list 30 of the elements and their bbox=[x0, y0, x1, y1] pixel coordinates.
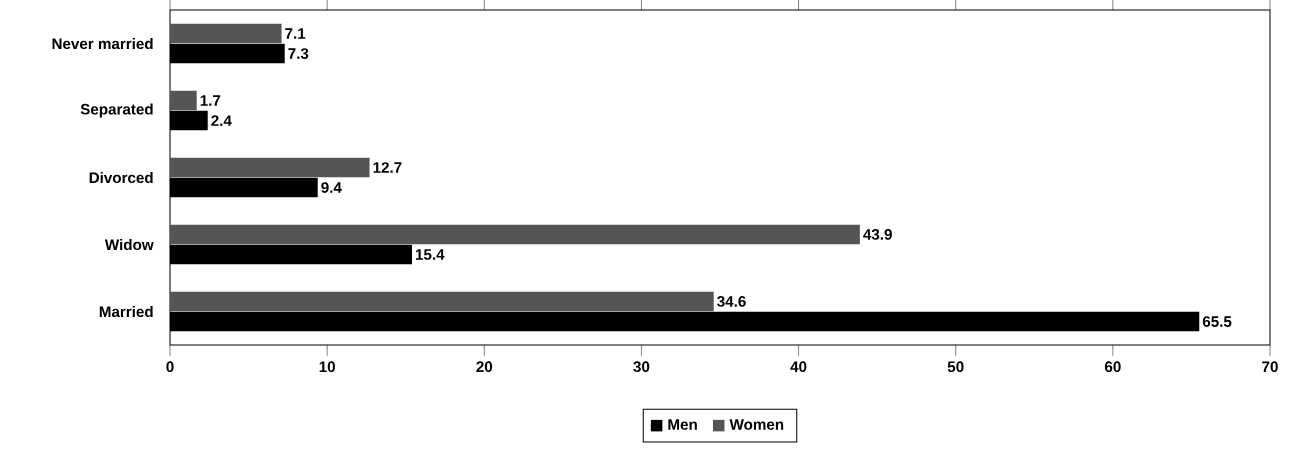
x-tick-label: 60 bbox=[1104, 361, 1121, 373]
data-label: 15.4 bbox=[415, 249, 445, 260]
y-tick-label: Separated bbox=[80, 103, 153, 118]
x-tick-label: 20 bbox=[476, 361, 493, 373]
x-tick-label: 40 bbox=[790, 361, 807, 373]
legend-label: Women bbox=[729, 419, 784, 430]
bar bbox=[170, 291, 714, 312]
bar bbox=[170, 224, 860, 245]
data-label: 7.1 bbox=[285, 28, 306, 39]
data-label: 65.5 bbox=[1202, 316, 1232, 327]
data-label: 1.7 bbox=[200, 95, 221, 106]
bar bbox=[170, 157, 370, 178]
x-tick-label: 0 bbox=[166, 361, 174, 373]
data-label: 43.9 bbox=[863, 229, 892, 240]
x-tick-label: 70 bbox=[1262, 361, 1278, 373]
y-tick-label: Widow bbox=[104, 238, 154, 251]
x-tick-label: 30 bbox=[633, 361, 650, 373]
x-tick-label: 50 bbox=[947, 361, 964, 373]
legend-label: Men bbox=[668, 419, 697, 430]
data-label: 9.4 bbox=[321, 182, 342, 193]
bar bbox=[170, 23, 282, 44]
y-tick-label: Never married bbox=[52, 37, 153, 50]
data-label: 34.6 bbox=[717, 296, 746, 307]
y-tick-label: Divorced bbox=[89, 171, 153, 184]
data-label: 7.3 bbox=[288, 48, 309, 59]
x-tick-label: 10 bbox=[319, 361, 335, 373]
bar bbox=[170, 90, 197, 111]
data-label: 12.7 bbox=[373, 162, 402, 173]
data-label: 2.4 bbox=[211, 115, 232, 126]
y-tick-label: Married bbox=[99, 305, 153, 318]
